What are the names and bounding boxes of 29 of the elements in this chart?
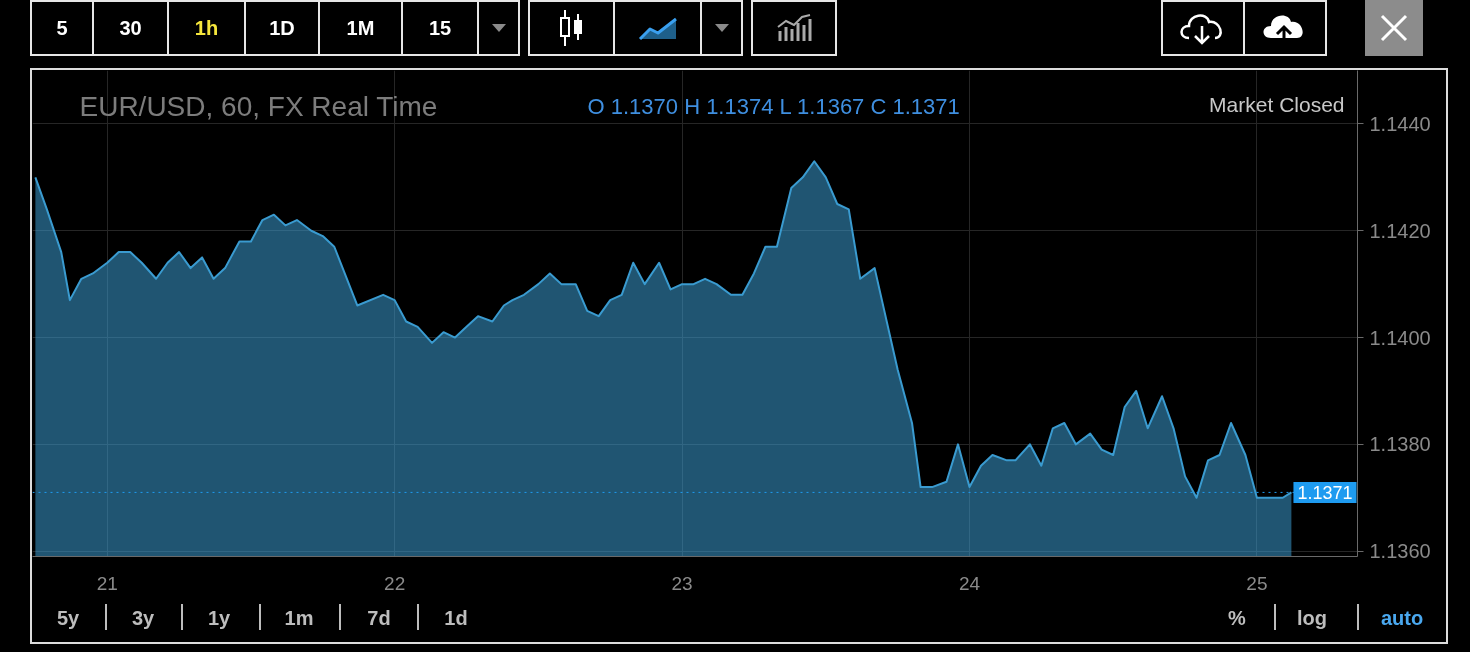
- text: 1d: [443, 606, 469, 631]
- y-tick-label: 1.1440: [1369, 112, 1431, 135]
- text: 5y: [55, 606, 81, 631]
- annotation: Market Closed: [1209, 93, 1345, 116]
- x-tick-label: 22: [384, 572, 406, 594]
- text: 15: [401, 0, 479, 56]
- y-tick-label: 1.1400: [1369, 326, 1431, 349]
- x-tick-label: 24: [958, 572, 981, 594]
- y-tick-label: 1.1360: [1369, 540, 1431, 563]
- text: 1h: [167, 0, 246, 56]
- y-tick-label: 1.1420: [1369, 219, 1431, 242]
- text: log: [1296, 606, 1328, 631]
- text: 3y: [130, 606, 156, 631]
- text: EUR/USD, 60, FX Real Time: [79, 91, 438, 122]
- text: 7d: [366, 606, 392, 631]
- text: 1y: [206, 606, 232, 631]
- text: 5: [30, 0, 94, 56]
- text: 1M: [318, 0, 403, 56]
- x-tick-label: 25: [1246, 572, 1268, 594]
- text: 1m: [283, 606, 315, 631]
- x-tick-label: 21: [96, 572, 118, 594]
- y-tick-label: 1.1380: [1369, 433, 1431, 456]
- text: %: [1227, 606, 1247, 631]
- text: 1D: [244, 0, 320, 56]
- text: auto: [1379, 606, 1425, 631]
- text: 30: [92, 0, 169, 56]
- ref-line-label: 1.1371: [1297, 482, 1353, 503]
- x-tick-label: 23: [671, 572, 693, 594]
- text: O 1.1370 H 1.1374 L 1.1367 C 1.1371: [587, 94, 960, 119]
